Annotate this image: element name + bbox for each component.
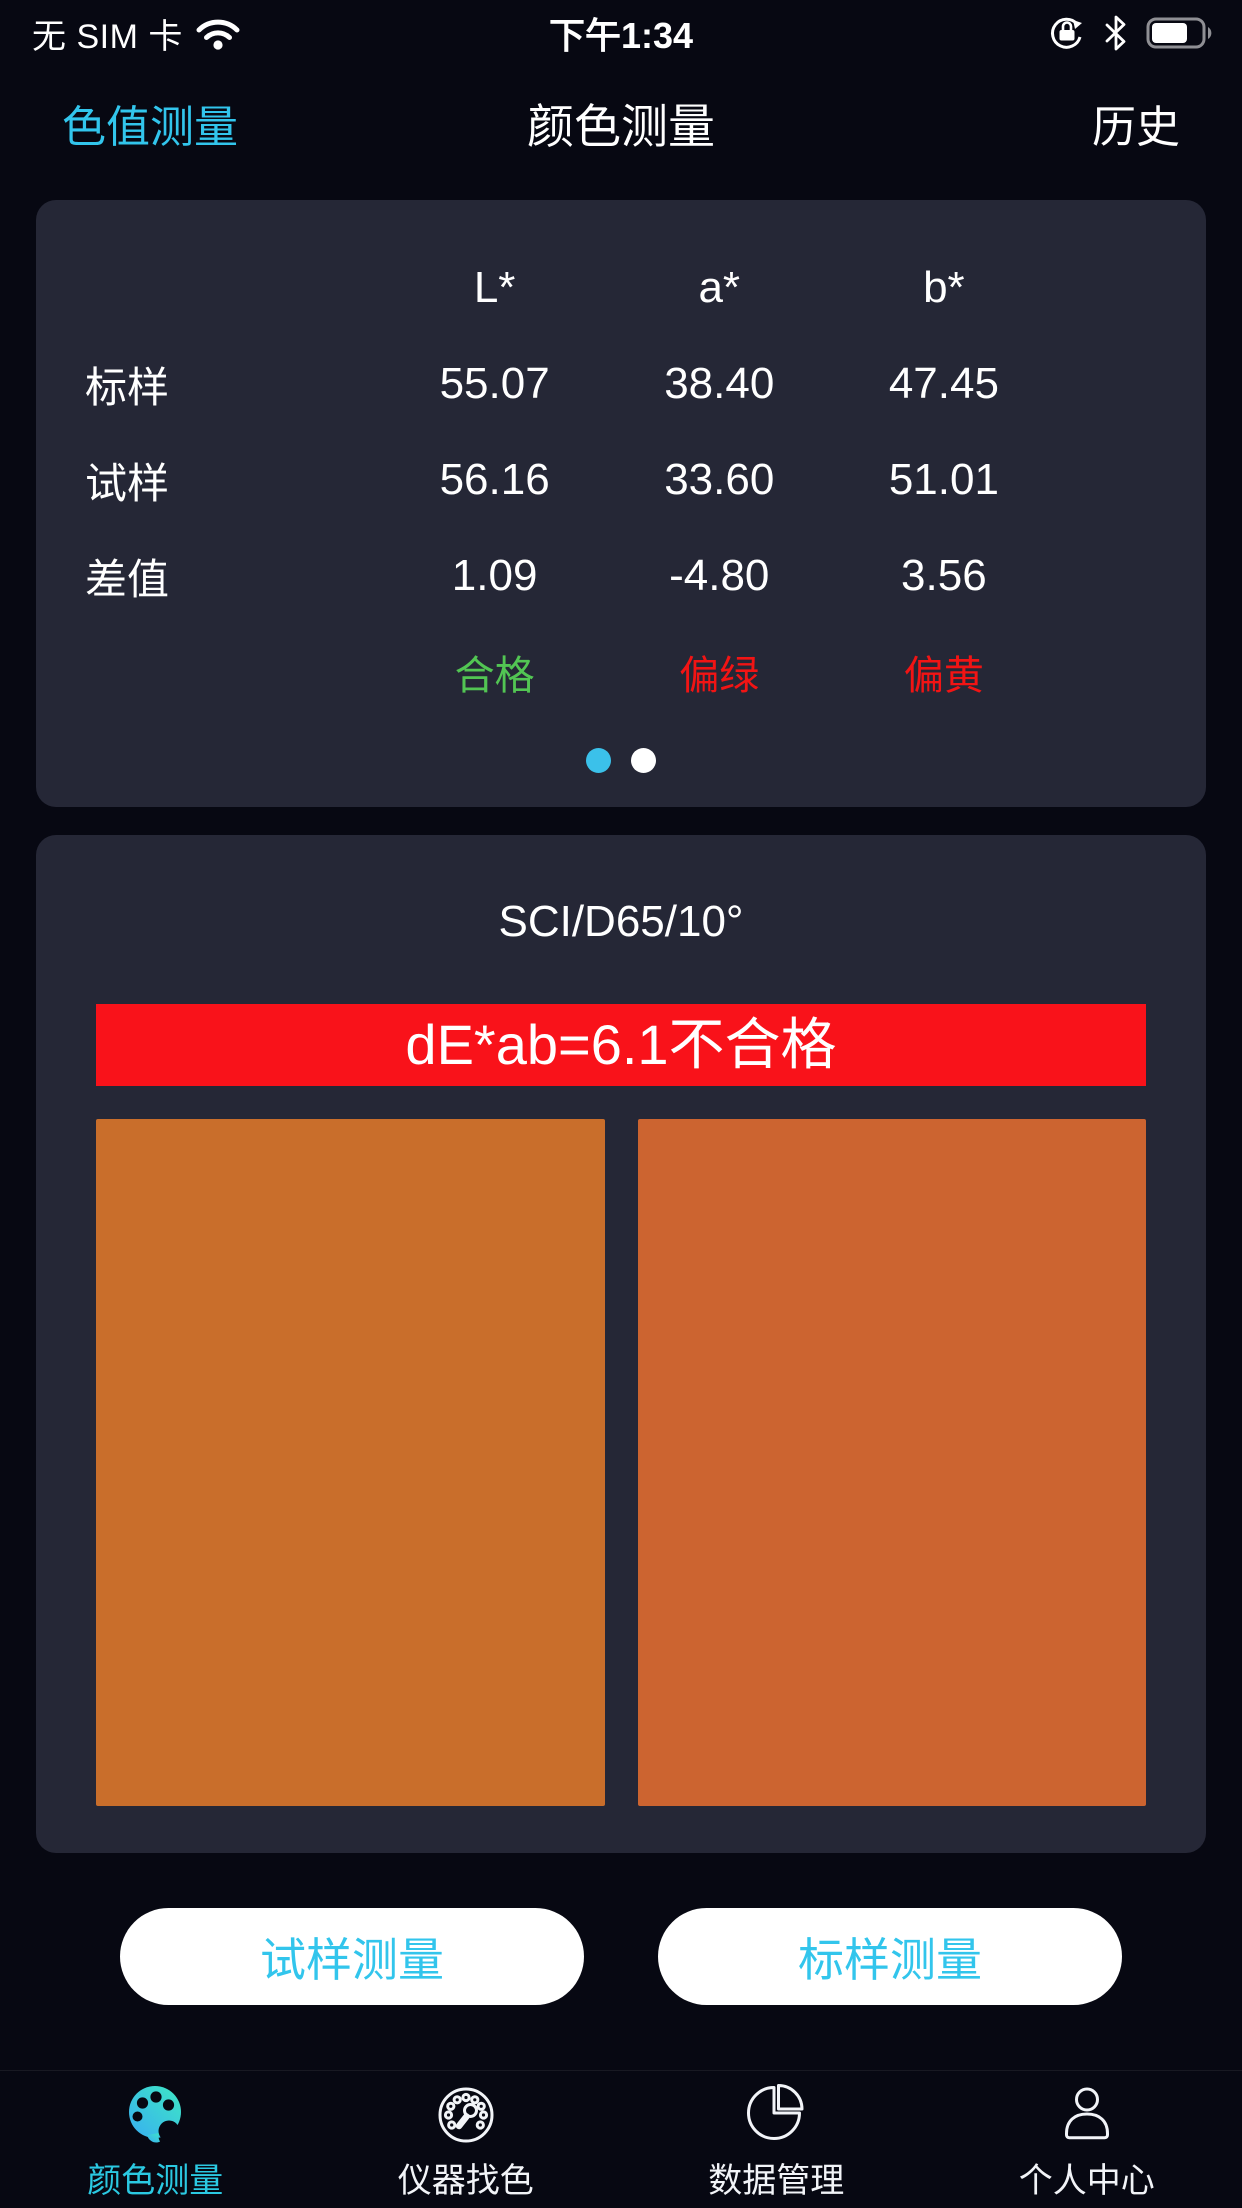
- cell-value: 55.07: [439, 359, 550, 408]
- page-dot[interactable]: [631, 748, 656, 773]
- cell-value: 56.16: [439, 455, 550, 504]
- gauge-icon: [438, 2087, 494, 2143]
- table-row-standard: 标样 55.07 38.40 47.45: [36, 336, 1206, 432]
- color-swatches: [96, 1119, 1146, 1806]
- status-left-group: 无 SIM 卡: [32, 9, 241, 58]
- page-dot-active[interactable]: [586, 748, 611, 773]
- cell-value: 47.45: [888, 359, 999, 408]
- table-row-verdicts: 合格 偏绿 偏黄: [36, 624, 1206, 720]
- col-header-b: b*: [923, 263, 965, 312]
- cell-value: 33.60: [664, 455, 775, 504]
- palette-icon: [129, 2086, 182, 2143]
- result-card: SCI/D65/10° dE*ab=6.1不合格: [36, 835, 1206, 1853]
- battery-icon: [1146, 17, 1212, 49]
- standard-measure-button[interactable]: 标样测量: [658, 1908, 1122, 2005]
- tab-label: 颜色测量: [87, 2162, 224, 2200]
- table-row-difference: 差值 1.09 -4.80 3.56: [36, 528, 1206, 624]
- tab-label: 数据管理: [708, 2162, 845, 2200]
- page-title: 颜色测量: [527, 100, 715, 153]
- person-icon: [1064, 2087, 1109, 2140]
- standard-color-swatch: [96, 1119, 605, 1806]
- delta-e-fail-banner: dE*ab=6.1不合格: [96, 1004, 1146, 1086]
- verdict-pass-badge: 合格: [454, 654, 535, 698]
- trial-measure-button[interactable]: 试样测量: [120, 1908, 584, 2005]
- page-dots[interactable]: [36, 748, 1206, 773]
- tab-instrument-color-find[interactable]: 仪器找色: [311, 2083, 622, 2208]
- status-bar: 无 SIM 卡 下午1:34: [0, 0, 1242, 60]
- bluetooth-icon: [1105, 15, 1126, 51]
- verdict-greenish-badge: 偏绿: [679, 654, 760, 698]
- tab-label: 仪器找色: [397, 2162, 534, 2200]
- wifi-icon: [196, 19, 240, 50]
- col-header-a: a*: [698, 263, 741, 312]
- tab-color-measure[interactable]: 颜色测量: [0, 2083, 311, 2208]
- verdict-yellowish-badge: 偏黄: [903, 654, 984, 698]
- clock: 下午1:34: [548, 15, 694, 56]
- orientation-lock-icon: [1051, 17, 1082, 49]
- row-label: 标样: [85, 363, 170, 411]
- tab-data-management[interactable]: 数据管理: [621, 2083, 932, 2208]
- row-label: 差值: [85, 555, 170, 603]
- cell-value: 1.09: [451, 551, 538, 600]
- tab-label: 个人中心: [1018, 2162, 1155, 2200]
- table-header-row: L* a* b*: [36, 240, 1206, 336]
- cell-value: 51.01: [888, 455, 999, 504]
- col-header-L: L*: [473, 263, 516, 312]
- row-label: 试样: [85, 459, 170, 507]
- tab-personal-center[interactable]: 个人中心: [932, 2083, 1242, 2208]
- nav-color-value-link[interactable]: 色值测量: [62, 102, 238, 152]
- cell-value: 38.40: [664, 359, 775, 408]
- cell-value: -4.80: [669, 551, 770, 600]
- carrier-label: 无 SIM 卡: [32, 17, 183, 56]
- nav-history-link[interactable]: 历史: [1092, 102, 1180, 152]
- pie-chart-icon: [747, 2084, 804, 2140]
- status-right-group: [1046, 12, 1214, 54]
- tab-bar: 颜色测量 仪器找色 数据管理 个人中心: [0, 2070, 1242, 2208]
- table-row-trial: 试样 56.16 33.60 51.01: [36, 432, 1206, 528]
- measurement-table-card: L* a* b* 标样 55.07 38.40 47.45 试样 56.16 3…: [36, 200, 1206, 807]
- cell-value: 3.56: [901, 551, 987, 600]
- measurement-mode-label: SCI/D65/10°: [498, 897, 744, 946]
- trial-color-swatch: [637, 1119, 1146, 1806]
- nav-bar: 色值测量 颜色测量 历史: [0, 60, 1242, 185]
- action-buttons-row: 试样测量 标样测量: [0, 1908, 1242, 2005]
